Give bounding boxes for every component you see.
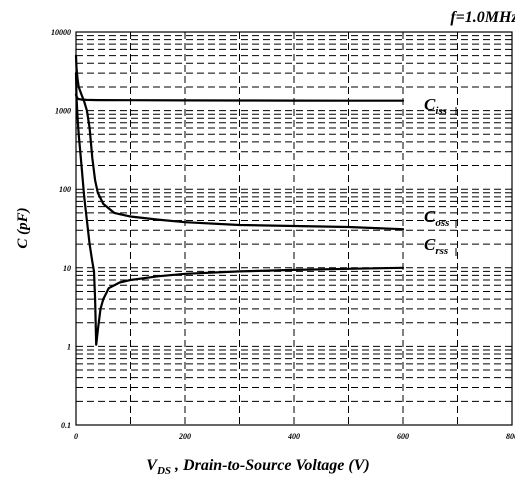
y-tick-label: 1 [67,342,71,351]
x-axis-label: VDS , Drain-to-Source Voltage (V) [146,457,369,477]
x-tick-label: 200 [178,432,191,441]
series-label-iss: Ciss [424,95,447,117]
y-tick-label: 10000 [51,28,71,37]
series-line-iss [74,93,405,102]
x-axis-label-sub: DS [156,465,171,477]
x-tick-label: 800 [506,432,515,441]
x-tick-label: 600 [397,432,409,441]
y-tick-label: 100 [59,185,71,194]
plot-frame [75,31,513,426]
plot-area-border [75,31,513,426]
grid-layer [76,32,512,425]
series-labels: Ciss Coss Crss [424,95,457,257]
x-axis-label-main: V [146,457,158,474]
series-line-oss [74,54,405,231]
tick-labels: 0 200 400 600 800 0.1 1 10 100 1000 10000 [51,28,515,441]
y-tick-label: 10 [63,264,71,273]
y-axis-label: C (pF) [15,207,31,248]
y-tick-label: 0.1 [61,421,71,430]
x-axis-label-rest: , Drain-to-Source Voltage (V) [171,457,370,474]
chart-title: f=1.0MHz [450,9,515,26]
series-line-rss [74,71,405,346]
series-label-rss: Crss [424,235,448,257]
x-tick-label: 0 [74,432,78,441]
y-tick-label: 1000 [55,107,71,116]
series-layer [74,54,405,346]
x-tick-label: 400 [287,432,300,441]
series-label-oss: Coss [424,207,449,229]
